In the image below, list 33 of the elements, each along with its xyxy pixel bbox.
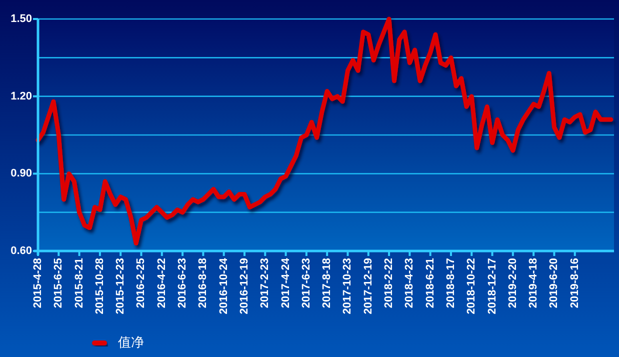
x-tick-label: 2018-2-22 <box>383 258 396 308</box>
y-tick-label: 1.50 <box>10 13 32 25</box>
x-tick-label: 2018-6-21 <box>424 258 436 308</box>
y-tick-label: 1.20 <box>10 90 32 102</box>
x-tick-label: 2015-6-25 <box>52 258 65 308</box>
legend-label: 值净 <box>118 336 144 350</box>
x-tick-label: 2018-8-17 <box>444 258 457 308</box>
x-tick-label: 2015-8-21 <box>73 258 86 308</box>
x-tick-label: 2015-4-28 <box>32 258 44 308</box>
line-series <box>36 16 614 246</box>
x-tick-label: 2018-4-23 <box>404 258 416 308</box>
x-tick-label: 2017-4-24 <box>280 257 292 308</box>
x-tick-label: 2016-2-25 <box>135 258 148 308</box>
x-tick-label: 2017-10-23 <box>342 258 354 314</box>
x-tick-label: 2016-6-23 <box>176 258 189 308</box>
x-tick-label: 2017-8-18 <box>321 258 334 308</box>
y-tick-label: 0.90 <box>10 168 32 180</box>
x-tick-label: 2019-4-18 <box>528 258 540 308</box>
x-tick-label: 2017-2-23 <box>259 258 272 308</box>
x-tick-label: 2018-10-22 <box>466 258 478 314</box>
x-tick-label: 2015-10-28 <box>94 258 106 314</box>
x-tick-label: 2016-4-22 <box>156 258 168 308</box>
x-tick-label: 2019-8-16 <box>568 258 581 308</box>
x-tick-label: 2019-2-20 <box>506 258 519 308</box>
x-tick-label: 2015-12-23 <box>114 258 127 314</box>
x-tick-label: 2017-6-23 <box>300 258 312 308</box>
x-tick-label: 2019-6-20 <box>548 258 560 308</box>
x-tick-label: 2016-10-24 <box>218 257 230 314</box>
x-tick-label: 2018-12-17 <box>486 258 498 314</box>
x-tick-label: 2016-8-18 <box>197 258 210 308</box>
x-tick-label: 2017-12-19 <box>362 258 374 314</box>
x-tick-label: 2016-12-19 <box>238 258 250 314</box>
y-tick-label: 0.60 <box>10 245 32 257</box>
